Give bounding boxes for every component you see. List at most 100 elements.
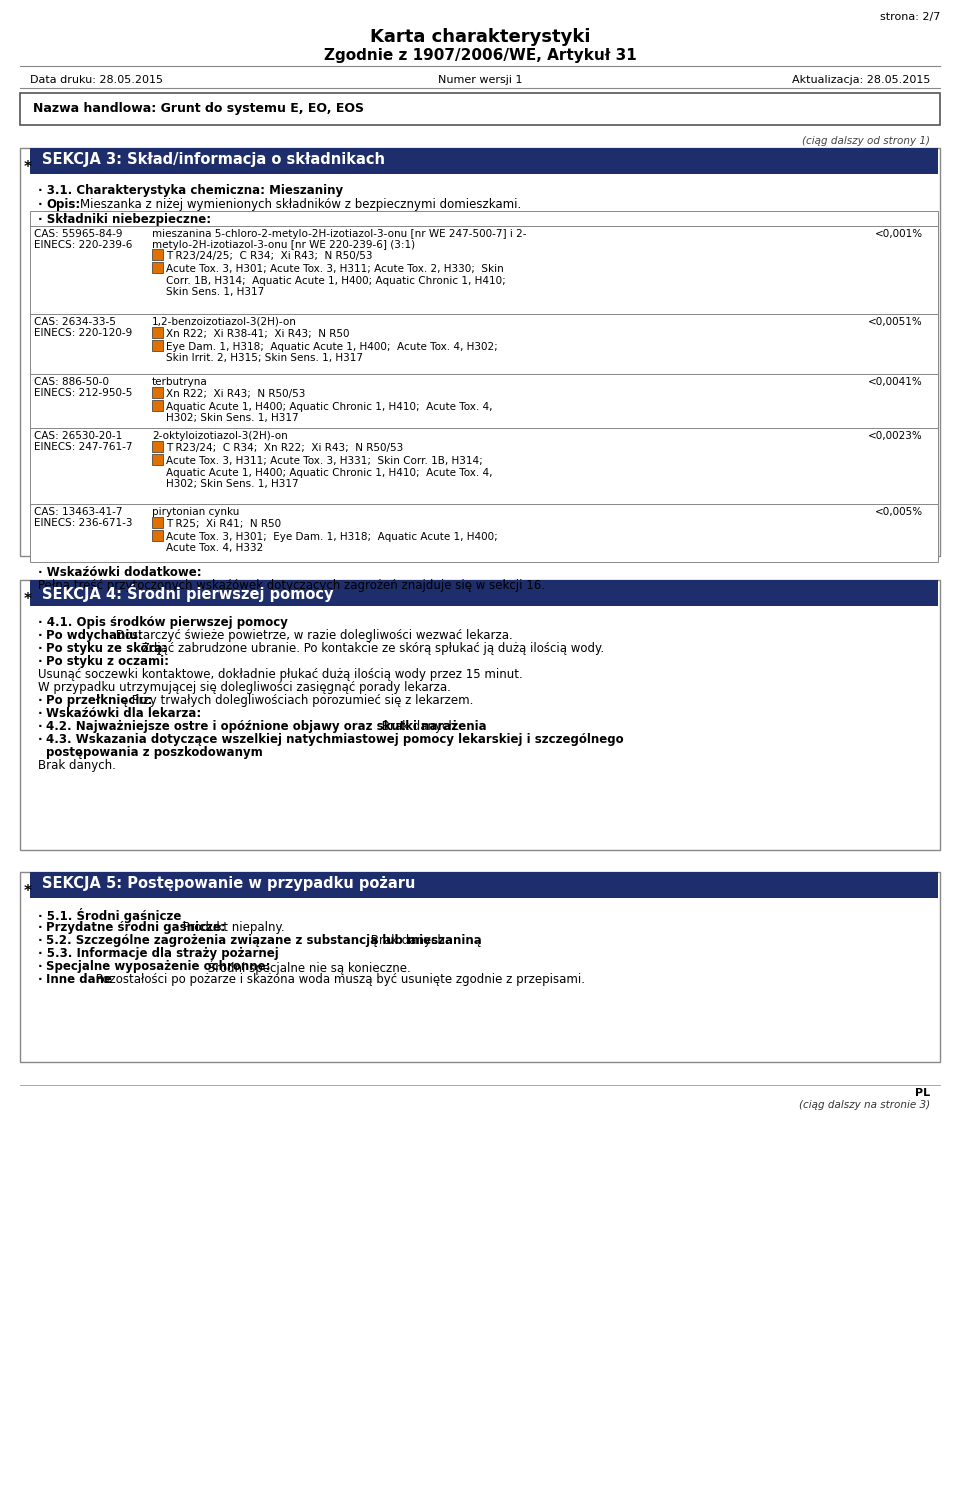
Text: · 4.1. Opis środków pierwszej pomocy: · 4.1. Opis środków pierwszej pomocy [38,617,288,629]
Text: Usunąć soczewki kontaktowe, dokładnie płukać dużą ilością wody przez 15 minut.: Usunąć soczewki kontaktowe, dokładnie pł… [38,667,523,681]
Bar [20,93,940,125]
Text: Nazwa handlowa: Grunt do systemu E, EO, EOS: Nazwa handlowa: Grunt do systemu E, EO, … [33,102,364,115]
Text: Acute Tox. 3, H301; Acute Tox. 3, H311; Acute Tox. 2, H330;  Skin: Acute Tox. 3, H301; Acute Tox. 3, H311; … [166,264,504,275]
Text: ·: · [38,973,47,985]
Text: T R23/24/25;  C R34;  Xi R43;  N R50/53: T R23/24/25; C R34; Xi R43; N R50/53 [166,251,372,261]
Text: Po wdychaniu:: Po wdychaniu: [46,629,142,642]
Text: Środni specjalne nie są konieczne.: Środni specjalne nie są konieczne. [204,960,411,975]
Text: CAS: 26530-20-1: CAS: 26530-20-1 [34,431,122,440]
Text: *: * [24,884,32,899]
Text: (ciąg dalszy od strony 1): (ciąg dalszy od strony 1) [802,136,930,146]
Text: Karta charakterystyki: Karta charakterystyki [370,28,590,46]
Bar [20,579,940,850]
Bar [152,454,163,464]
Text: Corr. 1B, H314;  Aquatic Acute 1, H400; Aquatic Chronic 1, H410;: Corr. 1B, H314; Aquatic Acute 1, H400; A… [166,276,506,285]
Text: SEKCJA 4: Środni pierwszej pomocy: SEKCJA 4: Środni pierwszej pomocy [42,584,333,602]
Bar [152,440,163,452]
Text: (ciąg dalszy na stronie 3): (ciąg dalszy na stronie 3) [799,1100,930,1109]
Text: Numer wersji 1: Numer wersji 1 [438,75,522,85]
Text: mieszanina 5-chloro-2-metylo-2H-izotiazol-3-onu [nr WE 247-500-7] i 2-: mieszanina 5-chloro-2-metylo-2H-izotiazo… [152,228,526,239]
Bar [30,579,938,606]
Text: PL: PL [915,1088,930,1097]
Bar [20,148,940,555]
Text: ·: · [38,960,47,973]
Text: Po styku ze skórą:: Po styku ze skórą: [46,642,167,655]
Text: Zdjąć zabrudzone ubranie. Po kontakcie ze skórą spłukać ją dużą ilością wody.: Zdjąć zabrudzone ubranie. Po kontakcie z… [138,642,604,655]
Text: Acute Tox. 3, H301;  Eye Dam. 1, H318;  Aquatic Acute 1, H400;: Acute Tox. 3, H301; Eye Dam. 1, H318; Aq… [166,532,497,542]
Text: Aktualizacja: 28.05.2015: Aktualizacja: 28.05.2015 [792,75,930,85]
Bar [30,225,938,314]
Text: Brak danych.: Brak danych. [377,720,459,733]
Text: H302; Skin Sens. 1, H317: H302; Skin Sens. 1, H317 [166,479,299,490]
Text: pirytonian cynku: pirytonian cynku [152,508,239,517]
Text: Xn R22;  Xi R43;  N R50/53: Xn R22; Xi R43; N R50/53 [166,390,305,399]
Bar [30,505,938,561]
Text: 5.2. Szczególne zagrożenia związane z substancją lub mieszaniną: 5.2. Szczególne zagrożenia związane z su… [46,935,482,947]
Text: Mieszanka z niżej wymienionych składników z bezpiecznymi domieszkami.: Mieszanka z niżej wymienionych składnikó… [80,199,521,211]
Text: metylo-2H-izotiazol-3-onu [nr WE 220-239-6] (3:1): metylo-2H-izotiazol-3-onu [nr WE 220-239… [152,240,415,249]
Text: 4.2. Najważniejsze ostre i opóźnione objawy oraz skutki narażenia: 4.2. Najważniejsze ostre i opóźnione obj… [46,720,487,733]
Text: ·: · [38,935,47,947]
Text: ·: · [38,720,47,733]
Text: CAS: 2634-33-5: CAS: 2634-33-5 [34,317,116,327]
Bar [152,249,163,260]
Text: Pozostałości po pożarze i skażona woda muszą być usunięte zgodnie z przepisami.: Pozostałości po pożarze i skażona woda m… [92,973,585,985]
Text: strona: 2/7: strona: 2/7 [879,12,940,22]
Text: 1,2-benzoizotiazol-3(2H)-on: 1,2-benzoizotiazol-3(2H)-on [152,317,297,327]
Text: terbutryna: terbutryna [152,378,207,387]
Text: Brak danych.: Brak danych. [38,758,116,772]
Text: Aquatic Acute 1, H400; Aquatic Chronic 1, H410;  Acute Tox. 4,: Aquatic Acute 1, H400; Aquatic Chronic 1… [166,402,492,412]
Text: Skin Irrit. 2, H315; Skin Sens. 1, H317: Skin Irrit. 2, H315; Skin Sens. 1, H317 [166,354,363,363]
Bar [30,211,938,225]
Text: Opis:: Opis: [46,199,81,211]
Text: ·: · [38,655,47,667]
Text: Inne dane: Inne dane [46,973,112,985]
Text: ·: · [38,921,47,935]
Bar [30,428,938,505]
Text: Aquatic Acute 1, H400; Aquatic Chronic 1, H410;  Acute Tox. 4,: Aquatic Acute 1, H400; Aquatic Chronic 1… [166,467,492,478]
Text: Acute Tox. 3, H311; Acute Tox. 3, H331;  Skin Corr. 1B, H314;: Acute Tox. 3, H311; Acute Tox. 3, H331; … [166,455,483,466]
Text: Po styku z oczami:: Po styku z oczami: [46,655,169,667]
Text: · Wskaźówki dodatkowe:: · Wskaźówki dodatkowe: [38,566,202,579]
Text: ·: · [38,642,47,655]
Bar [152,261,163,273]
Bar [30,148,938,175]
Text: 4.3. Wskazania dotyczące wszelkiej natychmiastowej pomocy lekarskiej i szczególn: 4.3. Wskazania dotyczące wszelkiej natyc… [46,733,624,746]
Text: Dostarczyć świeże powietrze, w razie dolegliwości wezwać lekarza.: Dostarczyć świeże powietrze, w razie dol… [112,629,513,642]
Text: ·: · [38,694,47,708]
Bar [152,340,163,351]
Text: Przy trwałych dolegliwościach porozumieć się z lekarzem.: Przy trwałych dolegliwościach porozumieć… [128,694,473,708]
Bar [20,872,940,1062]
Text: EINECS: 212-950-5: EINECS: 212-950-5 [34,388,132,399]
Text: W przypadku utrzymującej się dolegliwości zasięgnąć porady lekarza.: W przypadku utrzymującej się dolegliwośc… [38,681,451,694]
Text: · 3.1. Charakterystyka chemiczna: Mieszaniny: · 3.1. Charakterystyka chemiczna: Miesza… [38,184,343,197]
Bar [152,387,163,399]
Text: T R23/24;  C R34;  Xn R22;  Xi R43;  N R50/53: T R23/24; C R34; Xn R22; Xi R43; N R50/5… [166,443,403,452]
Text: 2-oktyloizotiazol-3(2H)-on: 2-oktyloizotiazol-3(2H)-on [152,431,288,440]
Text: T R25;  Xi R41;  N R50: T R25; Xi R41; N R50 [166,520,281,529]
Text: EINECS: 247-761-7: EINECS: 247-761-7 [34,442,132,452]
Text: Acute Tox. 4, H332: Acute Tox. 4, H332 [166,543,263,554]
Text: · Składniki niebezpieczne:: · Składniki niebezpieczne: [38,213,211,225]
Text: <0,001%: <0,001% [875,228,923,239]
Bar [30,872,938,897]
Text: EINECS: 220-239-6: EINECS: 220-239-6 [34,240,132,249]
Text: Eye Dam. 1, H318;  Aquatic Acute 1, H400;  Acute Tox. 4, H302;: Eye Dam. 1, H318; Aquatic Acute 1, H400;… [166,342,497,352]
Text: H302; Skin Sens. 1, H317: H302; Skin Sens. 1, H317 [166,414,299,424]
Text: EINECS: 220-120-9: EINECS: 220-120-9 [34,328,132,337]
Text: Xn R22;  Xi R38-41;  Xi R43;  N R50: Xn R22; Xi R38-41; Xi R43; N R50 [166,328,349,339]
Text: Zgodnie z 1907/2006/WE, Artykuł 31: Zgodnie z 1907/2006/WE, Artykuł 31 [324,48,636,63]
Text: Brak danych.: Brak danych. [368,935,449,947]
Text: CAS: 886-50-0: CAS: 886-50-0 [34,378,109,387]
Bar [152,327,163,337]
Text: Data druku: 28.05.2015: Data druku: 28.05.2015 [30,75,163,85]
Text: Po przełknięciu:: Po przełknięciu: [46,694,153,708]
Text: Produkt niepalny.: Produkt niepalny. [179,921,284,935]
Bar [30,314,938,375]
Text: ·: · [38,199,47,211]
Text: CAS: 55965-84-9: CAS: 55965-84-9 [34,228,123,239]
Text: · 5.3. Informacje dla straży pożarnej: · 5.3. Informacje dla straży pożarnej [38,947,278,960]
Bar [152,400,163,411]
Text: <0,005%: <0,005% [875,508,923,517]
Text: Specjalne wyposażenie ochronne:: Specjalne wyposażenie ochronne: [46,960,271,973]
